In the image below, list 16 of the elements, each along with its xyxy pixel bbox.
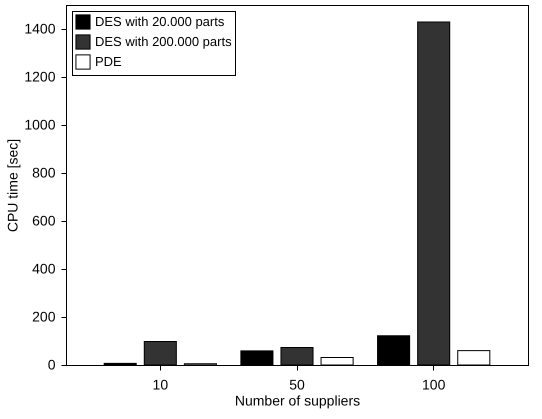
legend-label: DES with 20.000 parts <box>95 14 225 29</box>
y-tick-label: 400 <box>32 260 56 276</box>
y-tick-label: 0 <box>48 356 56 372</box>
y-tick-label: 200 <box>32 308 56 324</box>
legend-label: DES with 200.000 parts <box>95 34 232 49</box>
x-tick-label: 100 <box>422 376 446 392</box>
y-tick-label: 1000 <box>24 116 56 132</box>
y-tick-label: 1400 <box>24 20 56 36</box>
y-tick-label: 800 <box>32 164 56 180</box>
x-tick-label: 50 <box>289 376 305 392</box>
x-tick-label: 10 <box>152 376 168 392</box>
x-axis-title: Number of suppliers <box>234 392 360 408</box>
y-tick-label: 600 <box>32 212 56 228</box>
y-axis-title: CPU time [sec] <box>4 138 20 232</box>
y-tick-label: 1200 <box>24 68 56 84</box>
legend-label: PDE <box>95 54 122 69</box>
